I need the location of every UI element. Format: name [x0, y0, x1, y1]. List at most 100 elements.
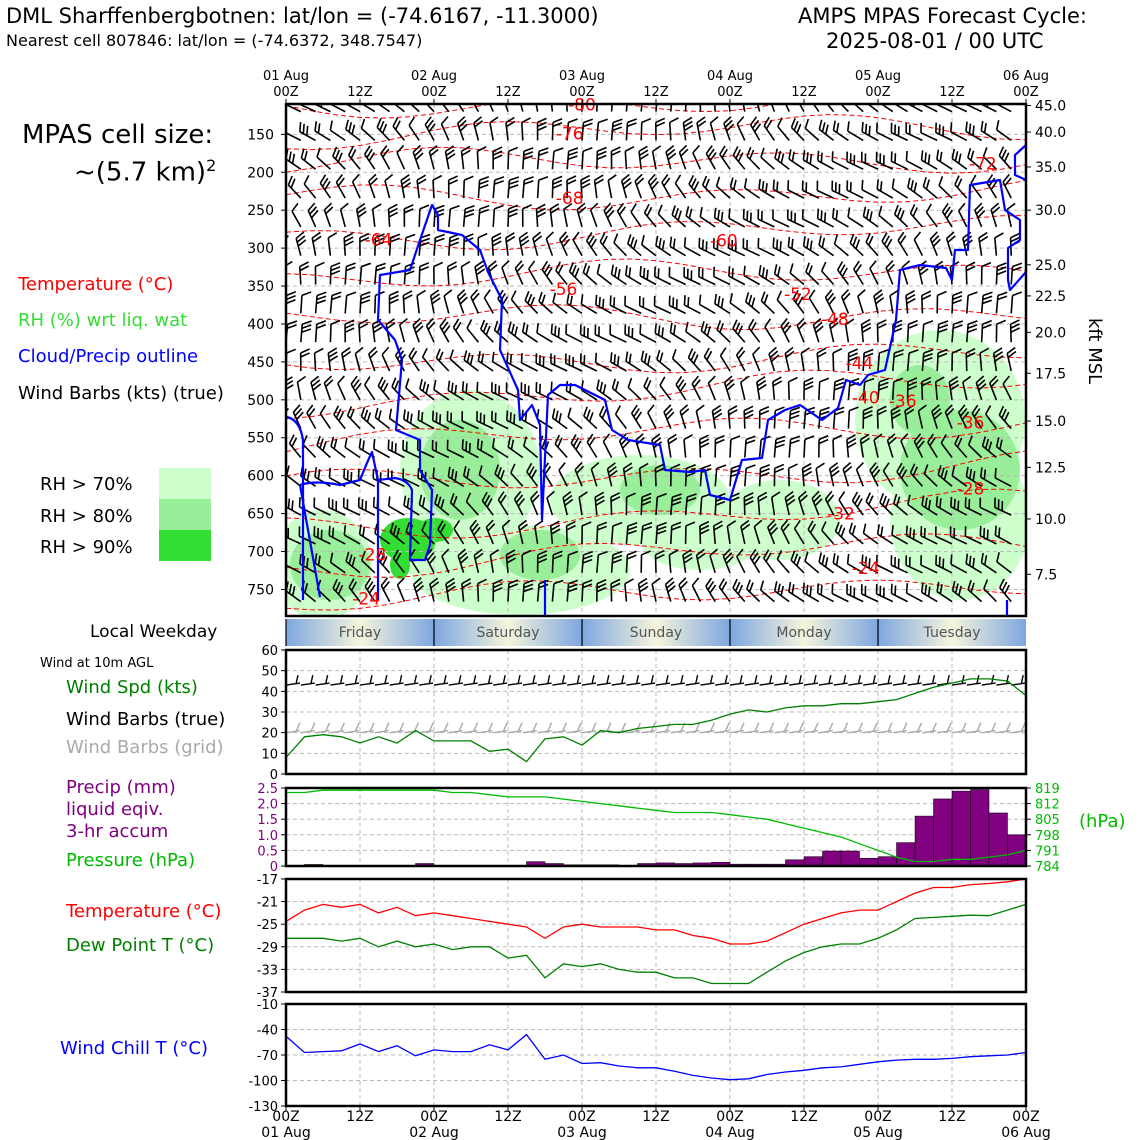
panel-y-tick-label: 1.0: [257, 829, 278, 844]
top-day-label: 05 Aug: [855, 69, 901, 84]
wind-barb: [412, 144, 424, 170]
wind-barb: [551, 550, 563, 573]
legend-precip-2: liquid eqiv.: [66, 799, 164, 820]
wind-barb: [351, 173, 361, 199]
wind-barb: [564, 353, 583, 372]
wind-barb: [625, 521, 638, 544]
wind-barb: [507, 204, 519, 227]
panel-y-tick-label: 10: [261, 747, 278, 762]
wind-barb: [572, 231, 583, 257]
wind-barb: [424, 116, 436, 141]
wind-barb: [425, 317, 436, 343]
wind-barb: [950, 554, 968, 574]
weekday-cell: [434, 619, 582, 646]
isotherm-label: -40: [852, 388, 880, 408]
wind-barb: [891, 178, 909, 199]
wind-barb: [639, 323, 657, 343]
wind-10m-title: Wind at 10m AGL: [40, 656, 154, 671]
wind-barb: [332, 146, 346, 170]
wind-barb: [609, 352, 627, 372]
wind-barb-true: [522, 674, 537, 686]
wind-barb: [624, 324, 642, 343]
wind-barb: [728, 208, 746, 228]
wind-barb: [832, 208, 849, 228]
wind-barb: [551, 408, 568, 430]
wind-barb: [387, 439, 405, 459]
wind-barb: [732, 146, 746, 170]
wind-barb: [432, 467, 450, 487]
wind-barb: [506, 352, 524, 372]
panel-y-tick-label: -29: [257, 941, 278, 956]
wind-barb: [536, 579, 549, 602]
y2-tick-label: 25.0: [1035, 258, 1066, 274]
wind-barb: [964, 497, 982, 516]
wind-barb: [310, 375, 322, 401]
bottom-hour-label: 00Z: [1012, 1109, 1039, 1125]
wind-barb: [818, 377, 830, 400]
wind-barb: [992, 347, 1004, 372]
precip-bar: [970, 789, 990, 867]
wind-barb: [657, 204, 672, 228]
wind-barb: [788, 581, 805, 603]
wind-barb: [389, 104, 405, 113]
wind-barb-grid: [552, 722, 568, 734]
wind-barb-true: [567, 674, 582, 686]
panel-y-tick-label: 20: [261, 727, 278, 742]
wind-barb: [787, 180, 805, 199]
wind-barbs-profile: [286, 104, 1023, 603]
wind-barb: [361, 550, 376, 574]
wind-barb-true: [863, 674, 878, 686]
wind-barb: [476, 146, 487, 170]
wind-barb: [999, 578, 1012, 603]
wind-barb: [614, 405, 628, 430]
legend-precip-1: Precip (mm): [66, 777, 176, 798]
wind-barb-true: [818, 674, 833, 686]
wind-barb: [477, 175, 490, 199]
wind-barb: [770, 491, 781, 516]
wind-barb: [634, 173, 645, 199]
wind-barb: [860, 584, 879, 603]
wind-barb: [505, 116, 516, 141]
wind-barb: [811, 490, 823, 516]
wind-barb: [579, 324, 598, 343]
wind-barb: [462, 465, 479, 487]
wind-barb: [437, 520, 450, 545]
wind-barb: [846, 584, 864, 603]
wind-barb: [994, 468, 1012, 488]
wind-barb: [846, 180, 864, 199]
wind-barb: [314, 261, 325, 285]
wind-barb: [314, 121, 331, 142]
wind-barb: [535, 203, 547, 227]
wind-barb: [757, 209, 775, 228]
wind-barb: [596, 118, 608, 141]
wind-barb: [403, 233, 416, 256]
wind-barb: [740, 104, 746, 112]
wind-barb: [550, 323, 568, 343]
wind-barb: [364, 577, 376, 603]
wind-barb: [653, 266, 672, 286]
wind-barb: [469, 519, 481, 545]
isotherm-label: -52: [784, 285, 812, 305]
wind-barb: [596, 579, 607, 602]
isotherm-label: -76: [556, 124, 584, 144]
wind-barb: [643, 377, 657, 401]
wind-barb: [767, 104, 776, 112]
wind-barb-grid: [359, 722, 375, 734]
wind-barb: [299, 348, 311, 372]
wind-barb: [651, 577, 661, 602]
wind-barb-grid: [315, 722, 331, 734]
wind-barb: [476, 411, 494, 430]
wind-barb-true: [315, 674, 330, 686]
wind-barb-true: [285, 674, 301, 686]
wind-barb: [758, 178, 775, 199]
wind-barb: [802, 236, 820, 257]
wind-barb: [869, 260, 879, 285]
wind-barb: [846, 151, 864, 170]
wind-barb: [873, 433, 883, 458]
wind-barb: [602, 433, 613, 458]
wind-barb: [400, 174, 412, 199]
wind-barb: [532, 231, 543, 256]
wind-barb: [981, 436, 997, 459]
wind-barb: [668, 295, 686, 315]
wind-barb: [630, 404, 643, 430]
